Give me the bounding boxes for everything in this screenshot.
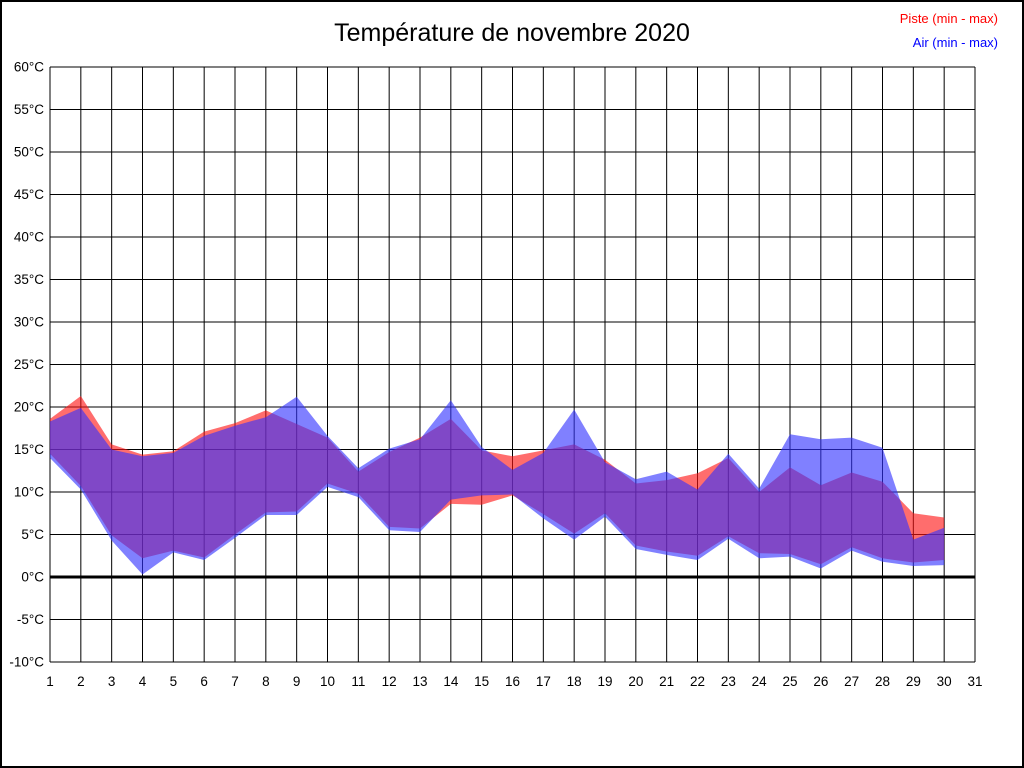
x-tick-label: 4	[139, 674, 147, 689]
x-tick-label: 11	[351, 674, 365, 689]
y-tick-label: 40°C	[14, 230, 44, 245]
y-tick-label: -5°C	[17, 612, 44, 627]
y-tick-label: -10°C	[9, 655, 44, 670]
x-tick-label: 20	[628, 674, 643, 689]
y-tick-label: 45°C	[14, 187, 44, 202]
x-tick-label: 23	[721, 674, 736, 689]
y-tick-label: 30°C	[14, 315, 44, 330]
y-tick-label: 0°C	[21, 570, 44, 585]
x-tick-label: 26	[813, 674, 828, 689]
x-tick-label: 15	[474, 674, 489, 689]
x-tick-label: 8	[262, 674, 270, 689]
x-tick-label: 9	[293, 674, 301, 689]
chart-title: Température de novembre 2020	[334, 19, 690, 47]
x-tick-label: 16	[505, 674, 520, 689]
x-tick-label: 14	[443, 674, 459, 689]
x-tick-label: 22	[690, 674, 705, 689]
x-tick-label: 29	[906, 674, 921, 689]
x-tick-label: 21	[659, 674, 674, 689]
x-tick-label: 28	[875, 674, 890, 689]
y-tick-label: 55°C	[14, 102, 44, 117]
legend-item-air: Air (min - max)	[912, 35, 998, 50]
x-tick-label: 6	[200, 674, 208, 689]
x-tick-label: 24	[752, 674, 768, 689]
y-tick-label: 15°C	[14, 442, 44, 457]
legend-item-piste: Piste (min - max)	[899, 11, 998, 26]
x-tick-label: 1	[46, 674, 54, 689]
x-tick-label: 17	[536, 674, 551, 689]
y-tick-label: 25°C	[14, 357, 44, 372]
x-tick-label: 18	[567, 674, 582, 689]
chart-legend: Piste (min - max) Air (min - max)	[900, 7, 998, 55]
x-tick-label: 19	[597, 674, 612, 689]
x-tick-label: 25	[782, 674, 797, 689]
x-tick-label: 12	[382, 674, 397, 689]
x-tick-label: 31	[967, 674, 982, 689]
x-tick-label: 30	[937, 674, 952, 689]
y-tick-label: 35°C	[14, 272, 44, 287]
x-tick-label: 27	[844, 674, 859, 689]
x-tick-label: 10	[320, 674, 335, 689]
x-tick-label: 3	[108, 674, 116, 689]
y-tick-label: 10°C	[14, 485, 44, 500]
x-tick-label: 5	[170, 674, 178, 689]
x-tick-label: 2	[77, 674, 85, 689]
x-tick-label: 7	[231, 674, 239, 689]
y-tick-label: 5°C	[21, 527, 44, 542]
y-tick-label: 50°C	[14, 145, 44, 160]
air-band	[50, 396, 945, 575]
y-tick-label: 20°C	[14, 400, 44, 415]
x-tick-label: 13	[412, 674, 427, 689]
y-tick-label: 60°C	[14, 60, 44, 75]
